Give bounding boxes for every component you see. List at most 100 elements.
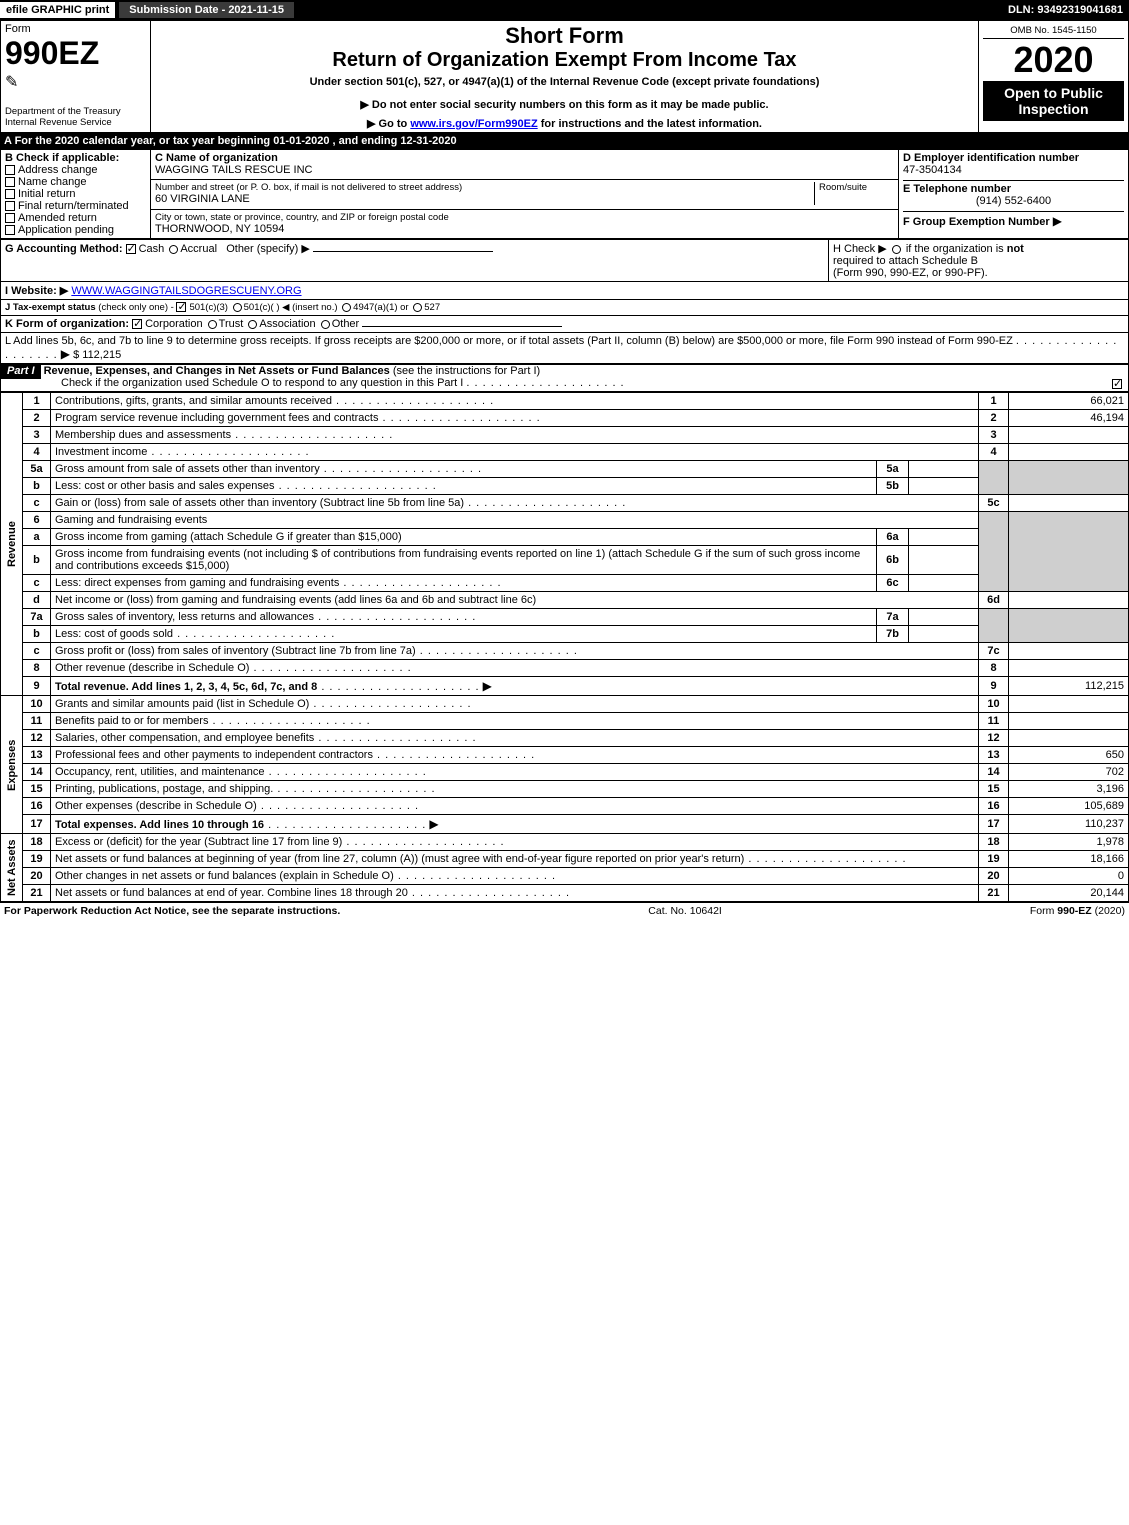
line-ref: 14 bbox=[979, 764, 1009, 781]
chk-schedule-o-part1[interactable] bbox=[1112, 379, 1122, 389]
arrow-icon: ▶ bbox=[483, 679, 492, 693]
line-val: 112,215 bbox=[1009, 677, 1129, 696]
line-val: 0 bbox=[1009, 868, 1129, 885]
subtitle-code: Under section 501(c), 527, or 4947(a)(1)… bbox=[155, 76, 974, 88]
line-desc: Gross income from gaming (attach Schedul… bbox=[51, 529, 877, 546]
line-desc: Printing, publications, postage, and shi… bbox=[55, 783, 436, 795]
street-label: Number and street (or P. O. box, if mail… bbox=[155, 182, 814, 193]
chk-final-return[interactable]: Final return/terminated bbox=[5, 200, 146, 212]
accrual-label: Accrual bbox=[180, 243, 217, 255]
other-specify-input[interactable] bbox=[313, 251, 493, 252]
chk-trust[interactable] bbox=[208, 320, 217, 329]
box-b-title: B Check if applicable: bbox=[5, 152, 146, 164]
lbl-trust: Trust bbox=[219, 318, 244, 330]
subline-ref: 7b bbox=[877, 626, 909, 643]
line-val bbox=[1009, 730, 1129, 747]
goto-pre: ▶ Go to bbox=[367, 118, 410, 130]
other-org-input[interactable] bbox=[362, 326, 562, 327]
chk-accrual[interactable] bbox=[169, 245, 178, 254]
line-ref: 8 bbox=[979, 660, 1009, 677]
grey-cell bbox=[1009, 461, 1129, 495]
line-num: b bbox=[23, 478, 51, 495]
chk-4947a1[interactable] bbox=[342, 303, 351, 312]
chk-name-change[interactable]: Name change bbox=[5, 176, 146, 188]
line-desc: Net assets or fund balances at end of ye… bbox=[55, 887, 570, 899]
line-ref: 17 bbox=[979, 815, 1009, 834]
grey-cell bbox=[979, 609, 1009, 643]
chk-address-change[interactable]: Address change bbox=[5, 164, 146, 176]
line-val: 110,237 bbox=[1009, 815, 1129, 834]
goto-post: for instructions and the latest informat… bbox=[538, 118, 762, 130]
line-num: 19 bbox=[23, 851, 51, 868]
box-k-label: K Form of organization: bbox=[5, 318, 129, 330]
line-desc: Gaming and fundraising events bbox=[51, 512, 979, 529]
box-h-mid: if the organization is bbox=[906, 243, 1007, 255]
line-num: 3 bbox=[23, 427, 51, 444]
top-bar: efile GRAPHIC print Submission Date - 20… bbox=[0, 0, 1129, 20]
chk-application-pending[interactable]: Application pending bbox=[5, 224, 146, 236]
line-num: 7a bbox=[23, 609, 51, 626]
line-num: 17 bbox=[23, 815, 51, 834]
form-label: Form bbox=[5, 23, 146, 35]
arrow-icon: ▶ bbox=[1053, 214, 1062, 228]
line-val bbox=[1009, 713, 1129, 730]
chk-501c3[interactable] bbox=[176, 302, 186, 312]
chk-501c[interactable] bbox=[233, 303, 242, 312]
line-num: 2 bbox=[23, 410, 51, 427]
line-val: 20,144 bbox=[1009, 885, 1129, 902]
line-num: 9 bbox=[23, 677, 51, 696]
subtitle-ssn: ▶ Do not enter social security numbers o… bbox=[155, 98, 974, 111]
chk-amended-return[interactable]: Amended return bbox=[5, 212, 146, 224]
line-desc: Contributions, gifts, grants, and simila… bbox=[55, 395, 494, 407]
part1-header: Part I Revenue, Expenses, and Changes in… bbox=[0, 364, 1129, 392]
line-num: 4 bbox=[23, 444, 51, 461]
line-num: 8 bbox=[23, 660, 51, 677]
box-g-label: G Accounting Method: bbox=[5, 243, 123, 255]
line-val bbox=[1009, 592, 1129, 609]
line-val bbox=[1009, 444, 1129, 461]
grey-cell bbox=[979, 461, 1009, 495]
accounting-block: G Accounting Method: Cash Accrual Other … bbox=[0, 239, 1129, 364]
subline-val bbox=[909, 546, 979, 575]
chk-cash[interactable] bbox=[126, 244, 136, 254]
box-h-not: not bbox=[1007, 243, 1024, 255]
line-val bbox=[1009, 660, 1129, 677]
line-ref: 9 bbox=[979, 677, 1009, 696]
line-ref: 5c bbox=[979, 495, 1009, 512]
subline-val bbox=[909, 478, 979, 495]
line-ref: 3 bbox=[979, 427, 1009, 444]
subline-ref: 6a bbox=[877, 529, 909, 546]
efile-print-label[interactable]: efile GRAPHIC print bbox=[0, 2, 115, 18]
lbl-corporation: Corporation bbox=[145, 318, 202, 330]
grey-cell bbox=[979, 512, 1009, 592]
irs-link[interactable]: www.irs.gov/Form990EZ bbox=[410, 118, 537, 130]
line-ref: 1 bbox=[979, 393, 1009, 410]
footer-form-no: 990-EZ bbox=[1057, 905, 1091, 917]
line-desc: Gross income from fundraising events (no… bbox=[51, 546, 877, 575]
line-val: 66,021 bbox=[1009, 393, 1129, 410]
omb-number: OMB No. 1545-1150 bbox=[983, 23, 1124, 39]
chk-527[interactable] bbox=[413, 303, 422, 312]
line-val: 105,689 bbox=[1009, 798, 1129, 815]
lbl-527: 527 bbox=[424, 302, 440, 313]
chk-other-org[interactable] bbox=[321, 320, 330, 329]
box-c-label: C Name of organization bbox=[155, 152, 894, 164]
line-ref: 2 bbox=[979, 410, 1009, 427]
grey-cell bbox=[1009, 609, 1129, 643]
line-ref: 4 bbox=[979, 444, 1009, 461]
lbl-4947a1: 4947(a)(1) or bbox=[353, 302, 408, 313]
subline-ref: 6b bbox=[877, 546, 909, 575]
box-h-l2: required to attach Schedule B bbox=[833, 255, 978, 267]
gross-receipts-amount: $ 112,215 bbox=[73, 349, 121, 361]
chk-initial-return[interactable]: Initial return bbox=[5, 188, 146, 200]
website-link[interactable]: WWW.WAGGINGTAILSDOGRESCUENY.ORG bbox=[71, 285, 301, 297]
title-return: Return of Organization Exempt From Incom… bbox=[155, 49, 974, 72]
box-h-l3: (Form 990, 990-EZ, or 990-PF). bbox=[833, 267, 988, 279]
chk-association[interactable] bbox=[248, 320, 257, 329]
line-desc: Less: cost or other basis and sales expe… bbox=[55, 480, 437, 492]
footer-catno: Cat. No. 10642I bbox=[648, 905, 722, 917]
chk-corporation[interactable] bbox=[132, 319, 142, 329]
chk-schedule-b-not-required[interactable] bbox=[892, 245, 901, 254]
irs-label: Internal Revenue Service bbox=[5, 117, 146, 128]
room-suite-label: Room/suite bbox=[819, 182, 894, 193]
